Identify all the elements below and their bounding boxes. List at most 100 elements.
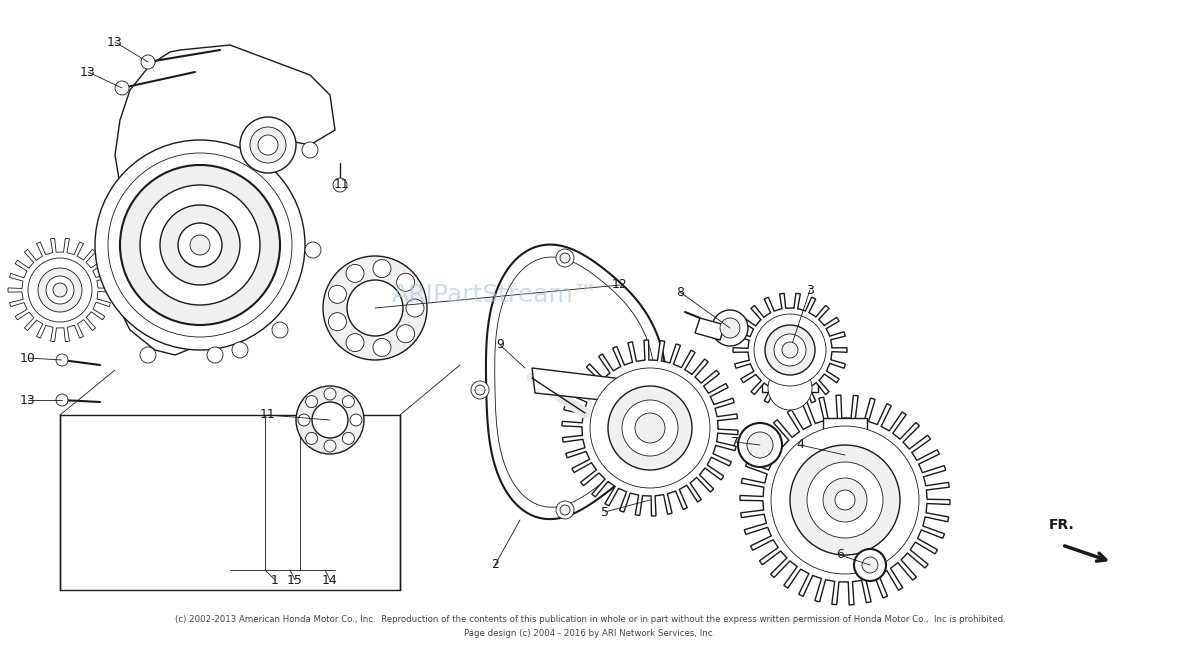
Circle shape: [323, 256, 427, 360]
Circle shape: [46, 276, 74, 304]
Circle shape: [306, 432, 317, 445]
Circle shape: [333, 178, 347, 192]
Text: ARIPartStream™: ARIPartStream™: [392, 284, 599, 307]
Text: (c) 2002-2013 American Honda Motor Co., Inc.  Reproduction of the contents of th: (c) 2002-2013 American Honda Motor Co., …: [175, 615, 1005, 624]
Circle shape: [140, 185, 260, 305]
Circle shape: [712, 310, 748, 346]
Circle shape: [312, 402, 348, 438]
Circle shape: [55, 354, 68, 366]
Text: 12: 12: [612, 278, 628, 291]
Circle shape: [53, 283, 67, 297]
Circle shape: [560, 253, 570, 263]
Circle shape: [747, 432, 773, 458]
Text: 10: 10: [20, 352, 35, 365]
Polygon shape: [740, 395, 950, 605]
Circle shape: [754, 314, 826, 386]
Circle shape: [771, 426, 919, 574]
Polygon shape: [8, 238, 112, 342]
Circle shape: [120, 165, 280, 325]
Circle shape: [140, 347, 156, 363]
Circle shape: [782, 342, 798, 358]
Circle shape: [190, 235, 210, 255]
Circle shape: [140, 55, 155, 69]
Text: 8: 8: [676, 286, 684, 299]
Text: Page design (c) 2004 - 2016 by ARI Network Services, Inc.: Page design (c) 2004 - 2016 by ARI Netwo…: [465, 630, 715, 639]
Text: 4: 4: [796, 439, 804, 452]
Circle shape: [789, 445, 900, 555]
Circle shape: [406, 299, 424, 317]
Circle shape: [304, 242, 321, 258]
Circle shape: [342, 396, 354, 408]
Circle shape: [622, 400, 678, 456]
Circle shape: [299, 414, 310, 426]
Circle shape: [328, 313, 347, 331]
Circle shape: [765, 325, 815, 375]
Circle shape: [635, 413, 666, 443]
Circle shape: [109, 153, 291, 337]
Circle shape: [160, 205, 240, 285]
Circle shape: [346, 264, 363, 282]
Circle shape: [258, 135, 278, 155]
Circle shape: [774, 334, 806, 366]
Text: 13: 13: [20, 393, 35, 406]
Circle shape: [560, 505, 570, 515]
Circle shape: [863, 557, 878, 573]
Text: 1: 1: [271, 574, 278, 587]
Circle shape: [306, 396, 317, 408]
Circle shape: [822, 478, 867, 522]
Circle shape: [373, 260, 391, 278]
Polygon shape: [105, 45, 335, 355]
Polygon shape: [494, 257, 655, 508]
Circle shape: [590, 368, 710, 488]
Circle shape: [38, 268, 81, 312]
Polygon shape: [532, 368, 678, 408]
Circle shape: [476, 385, 485, 395]
Text: FR.: FR.: [1049, 518, 1075, 532]
Polygon shape: [733, 293, 847, 407]
Polygon shape: [486, 245, 667, 519]
Circle shape: [350, 414, 362, 426]
Circle shape: [768, 366, 812, 410]
Text: 13: 13: [80, 66, 96, 79]
Circle shape: [232, 342, 248, 358]
Circle shape: [396, 324, 414, 343]
Text: 11: 11: [260, 408, 276, 421]
Text: 14: 14: [322, 574, 337, 587]
Polygon shape: [822, 418, 867, 442]
Circle shape: [250, 127, 286, 163]
Circle shape: [328, 286, 347, 303]
Text: 7: 7: [730, 435, 739, 448]
Circle shape: [114, 81, 129, 95]
Circle shape: [296, 386, 363, 454]
Circle shape: [645, 370, 655, 380]
Circle shape: [342, 432, 354, 445]
Circle shape: [720, 318, 740, 338]
Circle shape: [396, 273, 414, 291]
Circle shape: [324, 440, 336, 452]
Circle shape: [28, 258, 92, 322]
Circle shape: [55, 394, 68, 406]
Circle shape: [346, 334, 363, 352]
Text: 6: 6: [837, 548, 844, 561]
Text: 15: 15: [287, 574, 303, 587]
Circle shape: [807, 462, 883, 538]
Polygon shape: [562, 340, 738, 516]
Text: 2: 2: [491, 559, 499, 572]
Circle shape: [373, 338, 391, 356]
Circle shape: [738, 423, 782, 467]
Circle shape: [835, 490, 856, 510]
Circle shape: [178, 223, 222, 267]
Text: 11: 11: [334, 178, 350, 191]
Circle shape: [556, 249, 573, 267]
Polygon shape: [762, 366, 818, 392]
Circle shape: [273, 322, 288, 338]
Circle shape: [471, 381, 489, 399]
Circle shape: [641, 366, 658, 384]
Text: 13: 13: [107, 36, 123, 49]
Circle shape: [608, 386, 691, 470]
Circle shape: [302, 142, 317, 158]
Circle shape: [96, 140, 304, 350]
Circle shape: [324, 388, 336, 400]
Circle shape: [854, 549, 886, 581]
Circle shape: [347, 280, 404, 336]
